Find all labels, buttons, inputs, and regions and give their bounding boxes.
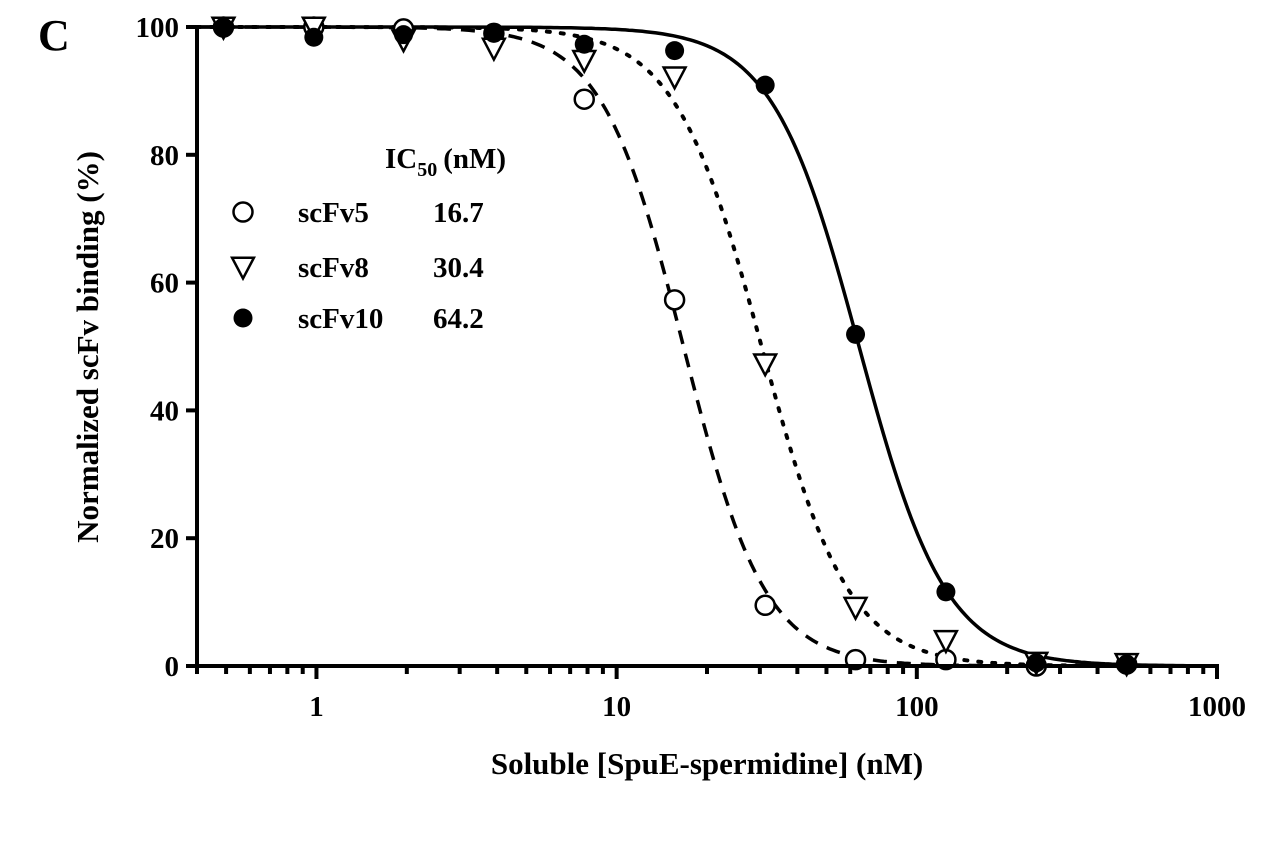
- legend-item: scFv8 30.4: [230, 252, 484, 284]
- x-tick-label: 1: [309, 691, 324, 723]
- filled-circle-marker: [846, 324, 866, 344]
- open-circle-marker: [232, 201, 254, 223]
- y-tick-label: 0: [165, 651, 180, 683]
- legend: IC50 (nM) scFv5 16.7 scFv8 30.4 scFv10 64.2: [230, 143, 506, 335]
- x-tick-label: 10: [602, 691, 631, 723]
- legend-series-name: scFv10: [298, 303, 383, 335]
- filled-circle-marker: [233, 308, 253, 328]
- y-axis-title: Normalized scFv binding (%): [70, 151, 105, 543]
- legend-series-name: scFv8: [298, 252, 369, 284]
- y-tick-label: 60: [150, 268, 179, 300]
- legend-ic50-value: 64.2: [433, 303, 484, 335]
- filled-circle-marker: [1026, 653, 1046, 673]
- y-tick-label: 100: [136, 12, 180, 44]
- open-triangle-marker: [932, 629, 959, 655]
- filled-circle-marker: [213, 17, 233, 37]
- open-triangle-marker: [842, 596, 869, 622]
- legend-header: IC50 (nM): [385, 143, 506, 181]
- fit-curve-scFv8: [195, 25, 1219, 668]
- legend-series-name: scFv5: [298, 197, 369, 229]
- fit-curve-scFv5: [197, 25, 1217, 668]
- open-circle-marker: [754, 594, 776, 617]
- y-tick-label: 80: [150, 140, 179, 172]
- filled-circle-marker: [936, 582, 956, 602]
- legend-item: scFv5 16.7: [232, 197, 484, 229]
- open-triangle-marker: [230, 256, 256, 282]
- filled-circle-marker: [394, 25, 414, 45]
- y-tick-label: 20: [150, 523, 179, 555]
- fit-curve-scFv10: [197, 25, 1217, 668]
- open-triangle-marker: [752, 353, 779, 378]
- x-axis-title: Soluble [SpuE-spermidine] (nM): [491, 746, 923, 781]
- panel-label: C: [38, 11, 70, 60]
- open-triangle-marker: [661, 66, 688, 91]
- filled-circle-marker: [665, 41, 685, 61]
- open-circle-marker: [573, 88, 595, 110]
- legend-item: scFv10 64.2: [233, 303, 484, 335]
- filled-circle-marker: [574, 34, 594, 54]
- axes: 0 20 40 60 80 100 1 10 100 1000: [136, 12, 1247, 723]
- x-tick-label: 100: [895, 691, 939, 723]
- legend-ic50-value: 16.7: [433, 197, 484, 229]
- legend-ic50-value: 30.4: [433, 252, 484, 284]
- filled-circle-marker: [755, 75, 775, 95]
- x-tick-label: 1000: [1188, 691, 1246, 723]
- open-circle-marker: [663, 289, 686, 311]
- y-tick-label: 40: [150, 395, 179, 427]
- data-points: [210, 16, 1140, 678]
- filled-circle-marker: [304, 27, 324, 47]
- fit-curves: [195, 25, 1219, 668]
- filled-circle-marker: [484, 23, 504, 43]
